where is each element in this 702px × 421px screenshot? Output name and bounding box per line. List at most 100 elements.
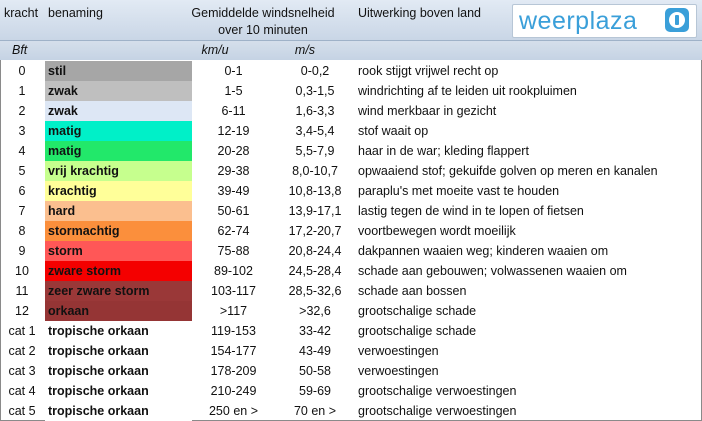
cell-ms: 17,2-20,7 <box>288 224 342 238</box>
cell-ms: 13,9-17,1 <box>288 204 342 218</box>
cell-benaming: tropische orkaan <box>45 341 192 361</box>
weerplaza-logo[interactable]: weerplaza <box>512 4 697 38</box>
cell-bft: 7 <box>18 204 26 218</box>
cell-bft: cat 1 <box>8 324 36 338</box>
table-row: cat 1 tropische orkaan 119-153 33-42 grootsc… <box>0 321 702 341</box>
cell-kmu: 250 en > <box>208 404 258 418</box>
cell-benaming: tropische orkaan <box>45 381 192 401</box>
header-kracht: kracht <box>4 6 39 20</box>
cell-kmu: 119-153 <box>211 324 256 338</box>
cell-kmu: 1-5 <box>224 84 243 98</box>
cell-kmu: 103-117 <box>211 284 256 298</box>
cell-kmu: 20-28 <box>217 144 250 158</box>
cell-benaming: vrij krachtig <box>45 161 192 181</box>
table-row: cat 5 tropische orkaan 250 en > 70 en > groo… <box>0 401 702 421</box>
cell-bft: 10 <box>15 264 29 278</box>
cell-kmu: 50-61 <box>217 204 250 218</box>
cell-ms: 20,8-24,4 <box>288 244 342 258</box>
unit-ms: m/s <box>294 43 316 57</box>
table-row: 8 stormachtig 62-74 17,2-20,7 voortbewegen w… <box>0 221 702 241</box>
cell-uitwerking: grootschalige schade <box>358 304 477 318</box>
table-row: 5 vrij krachtig 29-38 8,0-10,7 opwaaiend sto… <box>0 161 702 181</box>
cell-uitwerking: opwaaiend stof; gekuifde golven op meren… <box>358 164 658 178</box>
cell-uitwerking: haar in de war; kleding flappert <box>358 144 529 158</box>
cell-uitwerking: paraplu's met moeite vast te houden <box>358 184 560 198</box>
cell-benaming: krachtig <box>45 181 192 201</box>
cell-ms: 10,8-13,8 <box>288 184 342 198</box>
cell-uitwerking: schade aan bossen <box>358 284 467 298</box>
cell-uitwerking: verwoestingen <box>358 364 439 378</box>
cell-ms: 0,3-1,5 <box>295 84 335 98</box>
cell-bft: 2 <box>18 104 26 118</box>
cell-bft: 9 <box>18 244 26 258</box>
cell-kmu: 29-38 <box>217 164 250 178</box>
table-row: 2 zwak 6-11 1,6-3,3 wind merkbaar in gezicht <box>0 101 702 121</box>
cell-kmu: 210-249 <box>210 384 257 398</box>
table-row: 6 krachtig 39-49 10,8-13,8 paraplu's met moe… <box>0 181 702 201</box>
cell-uitwerking: wind merkbaar in gezicht <box>358 104 497 118</box>
header-windsnelheid-line2: over 10 minuten <box>218 23 308 37</box>
cell-bft: 3 <box>18 124 26 138</box>
table-row: cat 4 tropische orkaan 210-249 59-69 grootsc… <box>0 381 702 401</box>
cell-benaming: storm <box>45 241 192 261</box>
table-row: 4 matig 20-28 5,5-7,9 haar in de war; kledin… <box>0 141 702 161</box>
cell-benaming: tropische orkaan <box>45 401 192 421</box>
cell-uitwerking: rook stijgt vrijwel recht op <box>358 64 499 78</box>
cell-benaming: tropische orkaan <box>45 361 192 381</box>
cell-benaming: matig <box>45 141 192 161</box>
cell-uitwerking: schade aan gebouwen; volwassenen waaien … <box>358 264 627 278</box>
cell-bft: cat 4 <box>8 384 36 398</box>
cell-benaming: tropische orkaan <box>45 321 192 341</box>
cell-uitwerking: voortbewegen wordt moeilijk <box>358 224 516 238</box>
cell-ms: 0-0,2 <box>300 64 330 78</box>
cell-kmu: 62-74 <box>217 224 250 238</box>
table-row: 7 hard 50-61 13,9-17,1 lastig tegen de wind … <box>0 201 702 221</box>
cell-bft: 4 <box>18 144 26 158</box>
table-row: cat 2 tropische orkaan 154-177 43-49 verwoes… <box>0 341 702 361</box>
cell-bft: 1 <box>18 84 26 98</box>
table-header: kracht benaming Gemiddelde windsnelheid … <box>0 0 702 41</box>
cell-uitwerking: lastig tegen de wind in te lopen of fiet… <box>358 204 584 218</box>
table-row: 3 matig 12-19 3,4-5,4 stof waait op <box>0 121 702 141</box>
cell-uitwerking: dakpannen waaien weg; kinderen waaien om <box>358 244 609 258</box>
cell-uitwerking: windrichting af te leiden uit rookpluime… <box>358 84 577 98</box>
cell-ms: 59-69 <box>299 384 331 398</box>
cell-ms: >32,6 <box>299 304 331 318</box>
table-row: 10 zware storm 89-102 24,5-28,4 schade aan g… <box>0 261 702 281</box>
cell-kmu: 39-49 <box>217 184 250 198</box>
cell-bft: 12 <box>15 304 29 318</box>
cell-ms: 8,0-10,7 <box>292 164 338 178</box>
info-icon <box>665 8 689 32</box>
header-uitwerking: Uitwerking boven land <box>358 6 481 20</box>
table-row: 11 zeer zware storm 103-117 28,5-32,6 schade… <box>0 281 702 301</box>
cell-bft: cat 2 <box>8 344 36 358</box>
header-windsnelheid: Gemiddelde windsnelheid over 10 minuten <box>178 5 348 39</box>
table-row: 0 stil 0-1 0-0,2 rook stijgt vrijwel recht o… <box>0 61 702 81</box>
cell-benaming: stil <box>45 61 192 81</box>
table-row: 9 storm 75-88 20,8-24,4 dakpannen waaien weg… <box>0 241 702 261</box>
cell-uitwerking: verwoestingen <box>358 344 439 358</box>
units-row: Bft km/u m/s <box>0 41 702 60</box>
cell-uitwerking: grootschalige schade <box>358 324 477 338</box>
table-row: 12 orkaan >117 >32,6 grootschalige schade <box>0 301 702 321</box>
cell-ms: 33-42 <box>299 324 331 338</box>
cell-bft: 8 <box>18 224 26 238</box>
cell-kmu: >117 <box>219 304 248 318</box>
cell-ms: 70 en > <box>293 404 337 418</box>
cell-benaming: zwak <box>45 81 192 101</box>
cell-bft: cat 5 <box>8 404 36 418</box>
cell-benaming: zwak <box>45 101 192 121</box>
cell-benaming: zeer zware storm <box>45 281 192 301</box>
cell-kmu: 12-19 <box>217 124 250 138</box>
cell-benaming: stormachtig <box>45 221 192 241</box>
cell-kmu: 89-102 <box>214 264 253 278</box>
table-body: 0 stil 0-1 0-0,2 rook stijgt vrijwel recht o… <box>0 61 702 421</box>
cell-bft: 11 <box>15 284 29 298</box>
cell-bft: 5 <box>18 164 26 178</box>
cell-benaming: hard <box>45 201 192 221</box>
cell-kmu: 154-177 <box>210 344 257 358</box>
cell-ms: 50-58 <box>299 364 331 378</box>
cell-uitwerking: grootschalige verwoestingen <box>358 384 517 398</box>
cell-benaming: orkaan <box>45 301 192 321</box>
cell-ms: 24,5-28,4 <box>288 264 342 278</box>
